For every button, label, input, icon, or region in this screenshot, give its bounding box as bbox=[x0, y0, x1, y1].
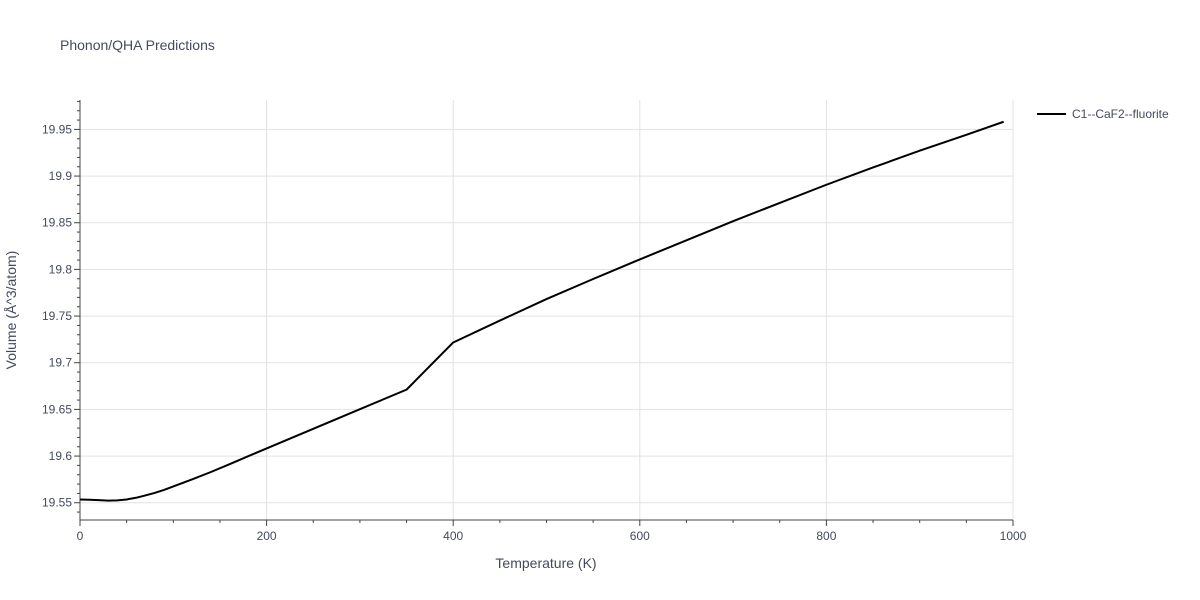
axes: 0 200 400 600 800 1000 19.55 19.6 19.65 19.7 19.75… bbox=[42, 100, 1027, 543]
y-tick-label: 19.6 bbox=[49, 449, 73, 463]
x-tick-label: 400 bbox=[443, 529, 463, 543]
legend[interactable]: C1--CaF2--fluorite bbox=[1037, 107, 1169, 121]
x-axis-title: Temperature (K) bbox=[495, 555, 596, 571]
grid bbox=[80, 100, 1014, 520]
y-tick-label: 19.85 bbox=[42, 216, 72, 230]
series-line bbox=[79, 120, 1005, 502]
legend-label[interactable]: C1--CaF2--fluorite bbox=[1072, 107, 1169, 121]
y-tick-label: 19.75 bbox=[42, 309, 72, 323]
y-axis-title: Volume (Å^3/atom) bbox=[3, 251, 19, 370]
y-tick-label: 19.65 bbox=[42, 402, 72, 416]
x-tick-label: 200 bbox=[257, 529, 277, 543]
series-layer bbox=[79, 120, 1005, 502]
y-tick-label: 19.9 bbox=[49, 169, 73, 183]
x-tick-label: 0 bbox=[77, 529, 84, 543]
chart-title: Phonon/QHA Predictions bbox=[60, 37, 215, 53]
x-tick-label: 600 bbox=[630, 529, 650, 543]
x-tick-label: 1000 bbox=[1000, 529, 1027, 543]
y-tick-label: 19.8 bbox=[49, 262, 73, 276]
y-tick-label: 19.7 bbox=[49, 356, 73, 370]
y-tick-label: 19.95 bbox=[42, 122, 72, 136]
y-tick-label: 19.55 bbox=[42, 496, 72, 510]
x-tick-label: 800 bbox=[816, 529, 836, 543]
